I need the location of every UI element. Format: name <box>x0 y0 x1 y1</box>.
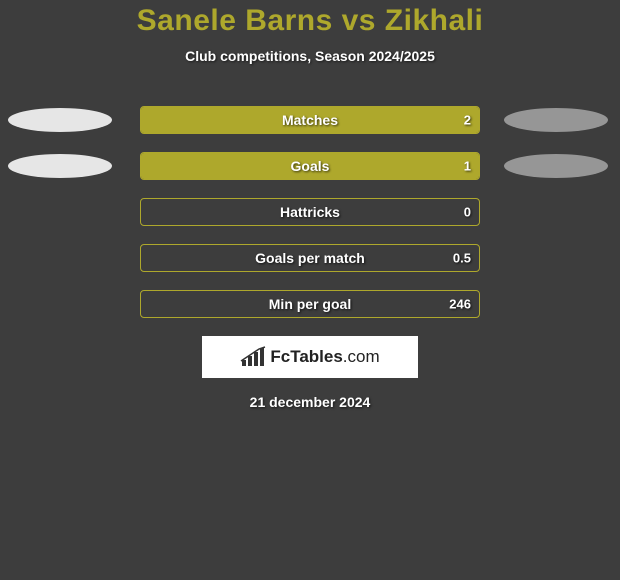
stat-row: Min per goal246 <box>0 290 620 318</box>
stat-row: Matches2 <box>0 106 620 134</box>
logo-text-light: .com <box>343 347 380 366</box>
stat-value-right: 2 <box>464 113 471 128</box>
right-ellipse <box>504 108 608 132</box>
stat-value-right: 246 <box>449 297 471 312</box>
stat-rows: Matches2Goals1Hattricks0Goals per match0… <box>0 106 620 318</box>
stat-label: Min per goal <box>141 296 479 312</box>
stat-label: Hattricks <box>141 204 479 220</box>
bar-fill-left <box>141 153 479 179</box>
stats-comparison-card: Sanele Barns vs Zikhali Club competition… <box>0 0 620 410</box>
stat-bar: Hattricks0 <box>140 198 480 226</box>
bars-chart-icon <box>240 346 266 368</box>
stat-row: Hattricks0 <box>0 198 620 226</box>
right-ellipse <box>504 154 608 178</box>
stat-bar: Matches2 <box>140 106 480 134</box>
stat-row: Goals1 <box>0 152 620 180</box>
logo-text: FcTables.com <box>270 347 379 367</box>
stat-bar: Min per goal246 <box>140 290 480 318</box>
stat-bar: Goals per match0.5 <box>140 244 480 272</box>
stat-value-right: 0.5 <box>453 251 471 266</box>
left-ellipse <box>8 154 112 178</box>
stat-row: Goals per match0.5 <box>0 244 620 272</box>
left-ellipse <box>8 108 112 132</box>
subtitle: Club competitions, Season 2024/2025 <box>0 48 620 64</box>
bar-fill-left <box>141 107 479 133</box>
stat-value-right: 1 <box>464 159 471 174</box>
title: Sanele Barns vs Zikhali <box>0 4 620 38</box>
stat-value-right: 0 <box>464 205 471 220</box>
logo-text-bold: FcTables <box>270 347 342 366</box>
logo-box: FcTables.com <box>202 336 418 378</box>
stat-label: Goals per match <box>141 250 479 266</box>
date: 21 december 2024 <box>0 394 620 410</box>
stat-bar: Goals1 <box>140 152 480 180</box>
